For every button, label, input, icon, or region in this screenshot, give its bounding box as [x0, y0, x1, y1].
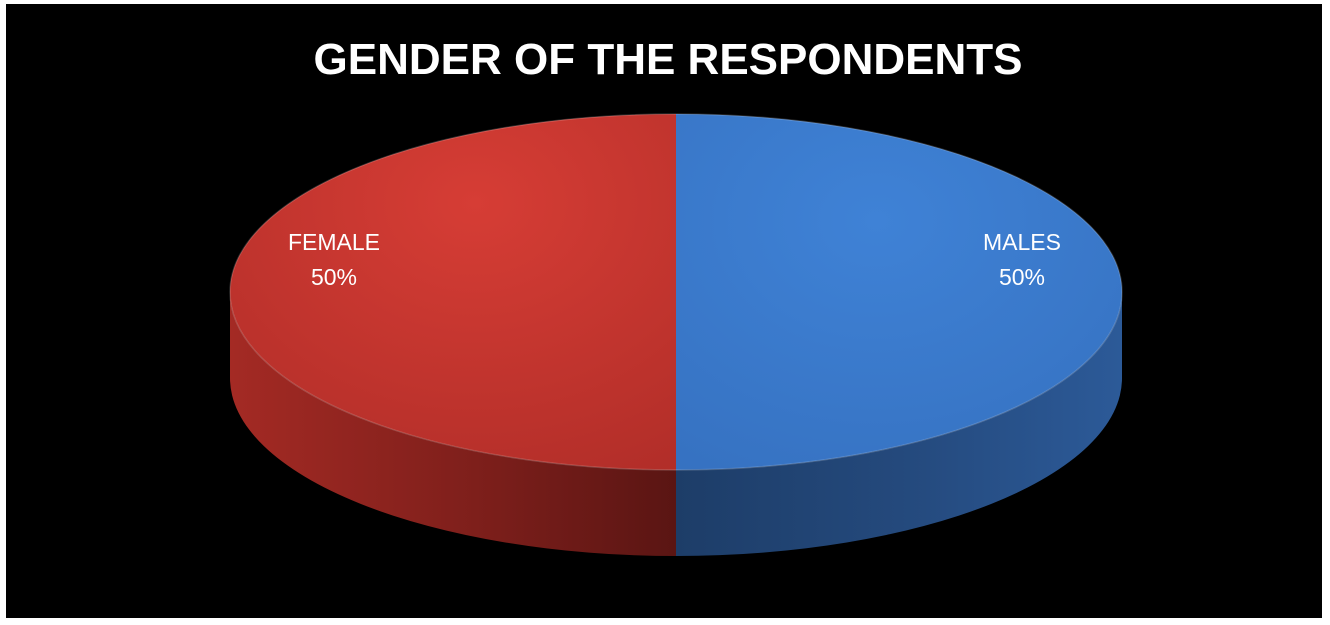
slice-label-males-value: 50%: [999, 264, 1045, 290]
pie-slice-males: [676, 114, 1122, 470]
chart-frame: GENDER OF THE RESPONDENTS FEMALE 50% MAL…: [6, 4, 1322, 618]
slice-label-female-name: FEMALE: [288, 229, 380, 255]
slice-label-males-name: MALES: [983, 229, 1061, 255]
pie-rim: [229, 113, 1123, 471]
pie-side-males: [676, 292, 1122, 556]
pie-slice-female: [230, 114, 676, 470]
slice-label-female-value: 50%: [311, 264, 357, 290]
chart-title: GENDER OF THE RESPONDENTS: [314, 35, 1023, 84]
pie-chart: GENDER OF THE RESPONDENTS FEMALE 50% MAL…: [229, 35, 1123, 556]
pie-side-female: [230, 292, 676, 556]
pie-group: [229, 113, 1123, 556]
